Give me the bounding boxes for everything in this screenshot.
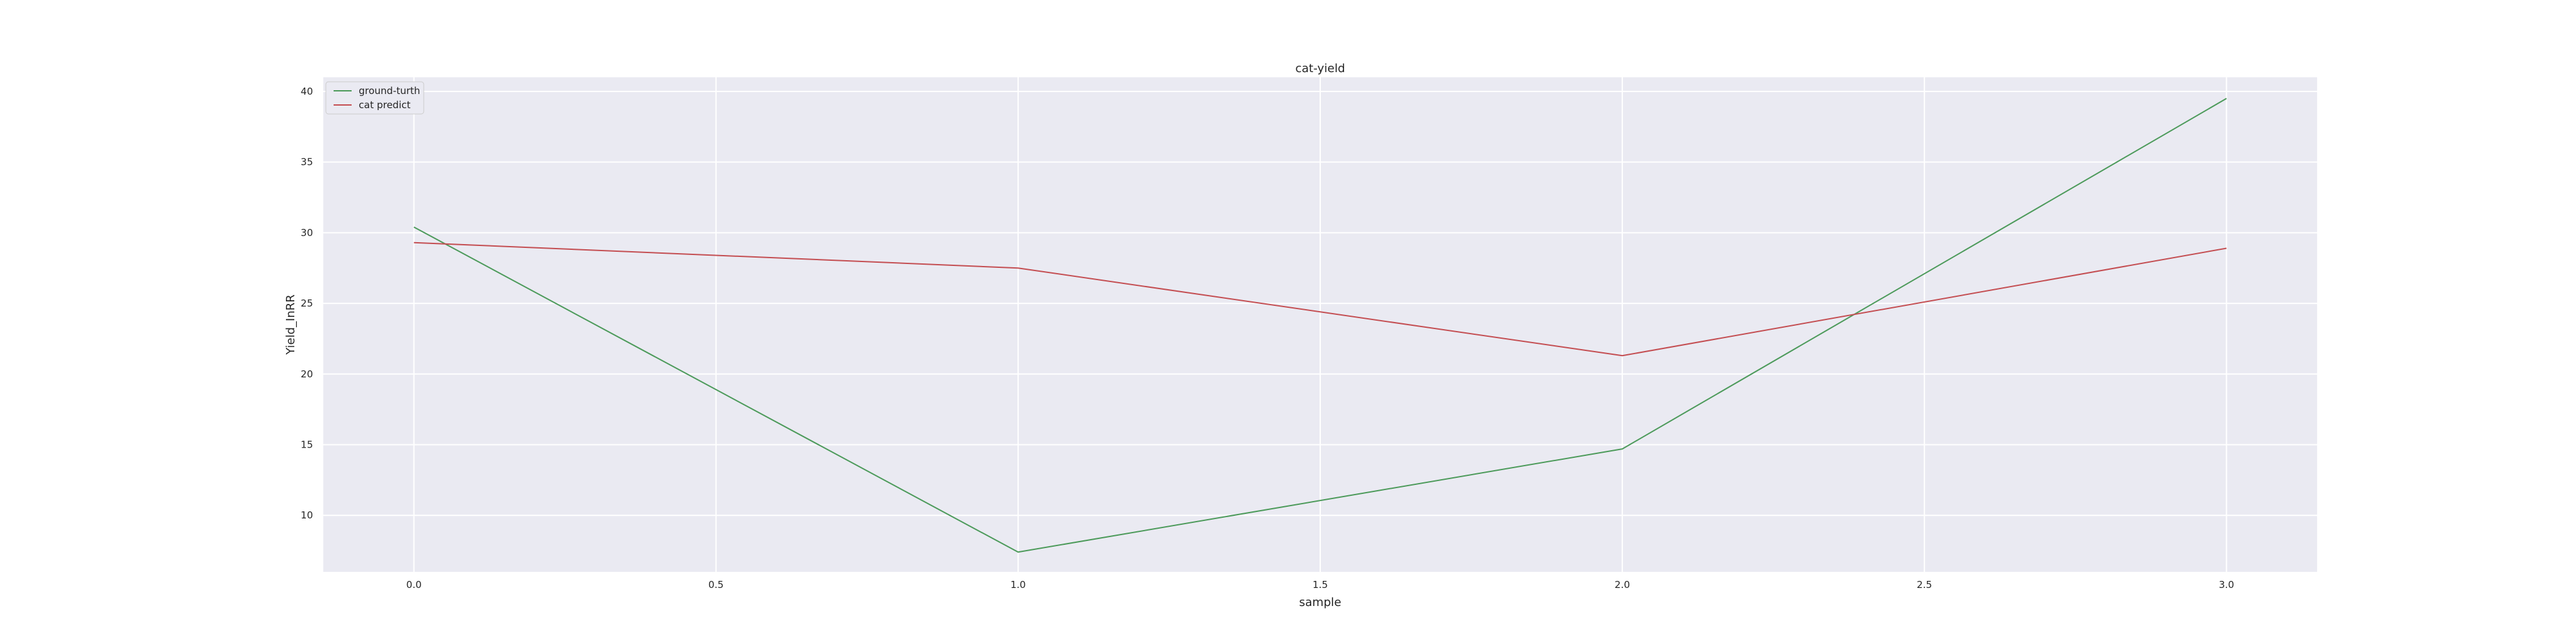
y-axis-ticks: 10 15 20 25 30 35 40: [301, 86, 313, 521]
x-tick-label: 2.0: [1615, 579, 1630, 591]
x-tick-label: 3.0: [2219, 579, 2234, 591]
y-tick-label: 25: [301, 298, 313, 309]
y-axis-label: Yield_InRR: [284, 294, 298, 355]
legend-box: [325, 81, 424, 115]
x-axis-label: sample: [1299, 596, 1341, 609]
x-tick-label: 0.0: [406, 579, 422, 591]
series-line-ground-turth: [413, 98, 2227, 553]
y-tick-label: 15: [301, 439, 313, 451]
y-tick-label: 30: [301, 227, 313, 238]
y-tick-label: 10: [301, 509, 313, 521]
x-axis-ticks: 0.0 0.5 1.0 1.5 2.0 2.5 3.0: [406, 579, 2234, 591]
chart-title: cat-yield: [1295, 62, 1345, 75]
series-layer: [413, 98, 2227, 553]
y-tick-label: 20: [301, 368, 313, 380]
x-tick-label: 1.5: [1312, 579, 1328, 591]
series-line-cat-predict: [413, 242, 2227, 357]
x-tick-label: 0.5: [708, 579, 724, 591]
grid: [323, 77, 2317, 572]
legend: ground-turth cat predict: [325, 81, 424, 115]
x-tick-label: 1.0: [1010, 579, 1026, 591]
legend-label-ground-turth: ground-turth: [359, 85, 420, 97]
y-tick-label: 35: [301, 156, 313, 168]
y-tick-label: 40: [301, 86, 313, 97]
x-tick-label: 2.5: [1917, 579, 1932, 591]
legend-label-cat-predict: cat predict: [359, 99, 411, 111]
